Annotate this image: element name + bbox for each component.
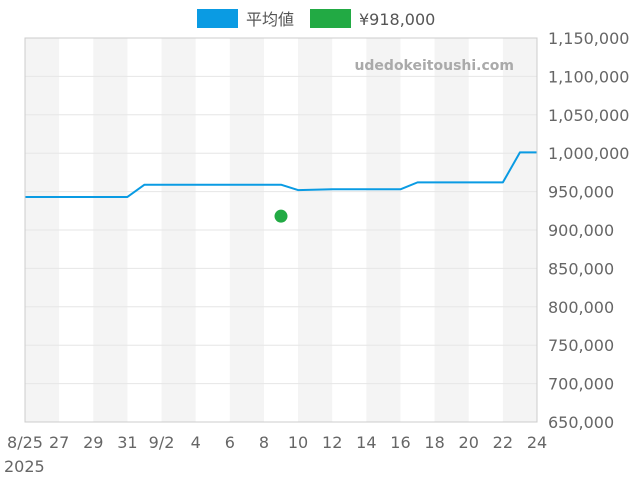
x-tick-label: 24: [527, 433, 547, 452]
legend-label-point: ¥918,000: [359, 10, 435, 29]
axes: [24, 37, 538, 423]
x-tick-label: 9/2: [149, 433, 175, 452]
legend-swatch-average: [197, 9, 238, 28]
y-tick-label: 950,000: [548, 183, 614, 202]
x-tick-label: 27: [49, 433, 69, 452]
series-line-average: [25, 151, 537, 198]
x-tick-label: 6: [225, 433, 235, 452]
legend-item-point[interactable]: ¥918,000: [310, 9, 435, 29]
y-tick-label: 800,000: [548, 298, 614, 317]
watermark: udedokeitoushi.com: [354, 58, 514, 74]
x-tick-label: 20: [459, 433, 479, 452]
plot-frame: [24, 37, 538, 423]
y-tick-label: 1,100,000: [548, 67, 629, 86]
data-point[interactable]: [274, 209, 288, 223]
y-tick-label: 900,000: [548, 221, 614, 240]
y-tick-label: 1,150,000: [548, 29, 629, 48]
x-tick-label: 10: [288, 433, 308, 452]
x-tick-label: 29: [83, 433, 103, 452]
x-tick-label: 16: [390, 433, 410, 452]
x-axis-year-label: 2025: [4, 457, 45, 476]
y-tick-label: 1,050,000: [548, 106, 629, 125]
series-layer: [25, 151, 537, 223]
x-tick-label: 31: [117, 433, 137, 452]
x-tick-label: 14: [356, 433, 376, 452]
x-tick-label: 8/25: [7, 433, 43, 452]
y-tick-label: 650,000: [548, 413, 614, 432]
legend-label-average: 平均値: [246, 10, 294, 29]
x-tick-label: 8: [259, 433, 269, 452]
x-tick-label: 4: [191, 433, 201, 452]
x-tick-label: 18: [424, 433, 444, 452]
y-tick-label: 1,000,000: [548, 144, 629, 163]
y-tick-label: 750,000: [548, 336, 614, 355]
x-tick-label: 12: [322, 433, 342, 452]
x-tick-label: 22: [493, 433, 513, 452]
y-tick-label: 700,000: [548, 375, 614, 394]
legend-item-average[interactable]: 平均値: [197, 9, 294, 29]
x-axis-ticks: 8/25 27 29 31 9/2 4 6 8 10 12 14 16 18 20 22 24: [7, 433, 547, 452]
y-tick-label: 850,000: [548, 259, 614, 278]
legend-swatch-point: [310, 9, 351, 28]
y-axis-ticks: 650,000 700,000 750,000 800,000 850,000 900,0…: [548, 29, 629, 432]
legend: 平均値 ¥918,000: [197, 9, 435, 29]
